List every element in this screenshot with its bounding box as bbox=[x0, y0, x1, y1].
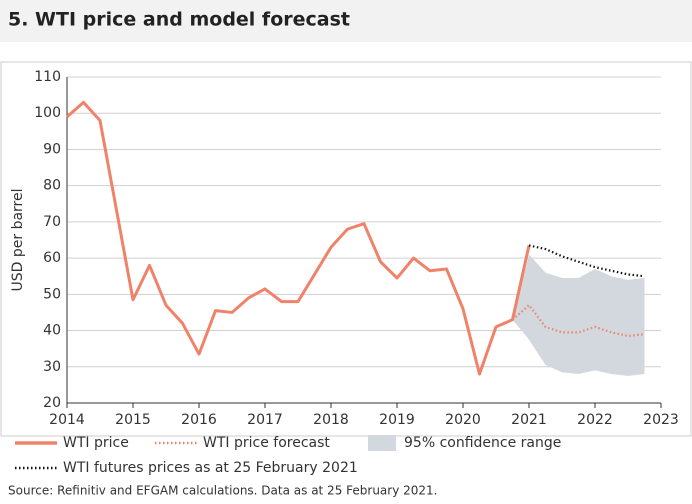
x-tick-label: 2016 bbox=[181, 412, 217, 428]
x-tick-label: 2020 bbox=[445, 412, 481, 428]
source-note: Source: Refinitiv and EFGAM calculations… bbox=[8, 484, 438, 498]
legend-label: WTI price bbox=[63, 435, 129, 451]
x-tick-label: 2015 bbox=[115, 412, 151, 428]
y-tick-label: 20 bbox=[43, 395, 61, 411]
y-tick-label: 110 bbox=[34, 69, 61, 85]
x-tick-label: 2018 bbox=[313, 412, 349, 428]
y-tick-label: 80 bbox=[43, 178, 61, 194]
y-tick-label: 40 bbox=[43, 323, 61, 339]
x-tick-label: 2017 bbox=[247, 412, 283, 428]
y-tick-label: 100 bbox=[34, 105, 61, 121]
y-tick-label: 50 bbox=[43, 286, 61, 302]
x-tick-label: 2014 bbox=[49, 412, 85, 428]
title-bar bbox=[0, 0, 692, 42]
chart-frame bbox=[0, 61, 692, 437]
legend-label: WTI futures prices as at 25 February 202… bbox=[63, 460, 358, 476]
x-tick-label: 2023 bbox=[643, 412, 679, 428]
y-tick-label: 60 bbox=[43, 250, 61, 266]
y-axis-label: USD per barrel bbox=[10, 189, 26, 292]
x-tick-label: 2019 bbox=[379, 412, 415, 428]
legend-label: 95% confidence range bbox=[404, 435, 561, 451]
series-line bbox=[66, 100, 531, 376]
legend-swatch bbox=[368, 435, 396, 451]
x-tick-label: 2022 bbox=[577, 412, 613, 428]
x-tick-label: 2021 bbox=[511, 412, 547, 428]
series-line bbox=[528, 244, 645, 278]
y-tick-label: 30 bbox=[43, 359, 61, 375]
legend-label: WTI price forecast bbox=[203, 435, 330, 451]
series-line bbox=[511, 304, 645, 338]
y-tick-label: 70 bbox=[43, 214, 61, 230]
y-tick-label: 90 bbox=[43, 141, 61, 157]
confidence-band bbox=[512, 254, 645, 376]
chart-title: 5. WTI price and model forecast bbox=[8, 9, 350, 31]
